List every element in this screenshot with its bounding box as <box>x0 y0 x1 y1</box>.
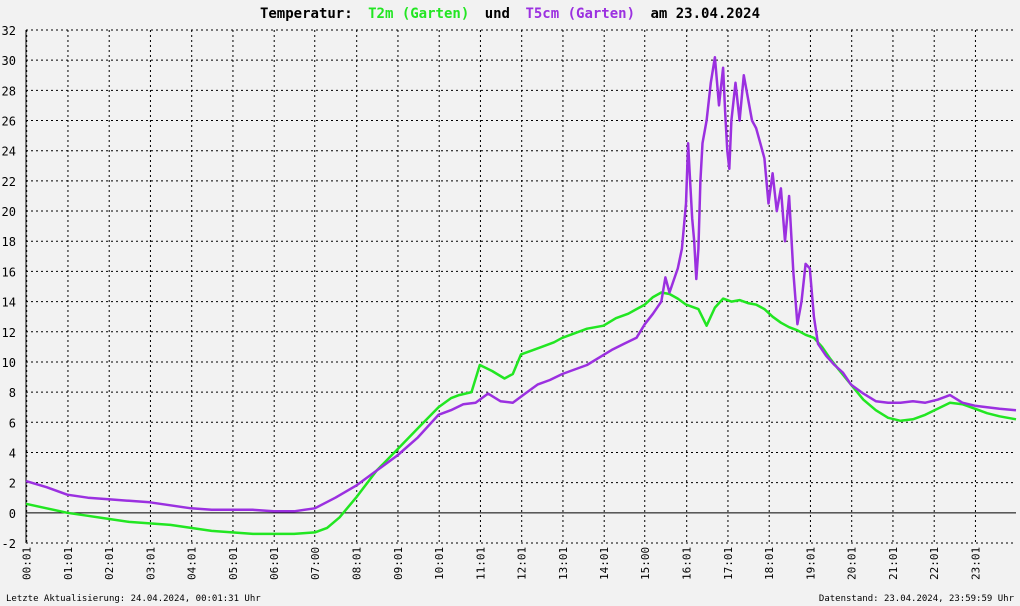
x-tick-label: 14:01 <box>598 547 611 580</box>
x-tick-label: 08:01 <box>351 547 364 580</box>
x-tick-label: 10:01 <box>433 547 446 580</box>
title-series-t2m: T2m (Garten) <box>368 6 469 22</box>
x-tick-label: 13:01 <box>557 547 570 580</box>
y-tick-label: 28 <box>2 84 16 98</box>
x-tick-label: 05:01 <box>227 547 240 580</box>
series-layer <box>25 55 1017 536</box>
y-tick-label: 4 <box>9 446 16 460</box>
x-tick-label: 11:01 <box>474 547 487 580</box>
x-tick-label: 07:00 <box>309 547 322 580</box>
y-tick-label: 30 <box>2 54 16 68</box>
y-tick-label: 10 <box>2 356 16 370</box>
x-tick-label: 19:01 <box>804 547 817 580</box>
x-tick-label: 00:01 <box>21 547 34 580</box>
x-tick-label: 21:01 <box>887 547 900 580</box>
x-tick-label: 16:01 <box>681 547 694 580</box>
y-tick-label: 6 <box>9 416 16 430</box>
y-tick-label: 26 <box>2 115 16 129</box>
x-tick-label: 17:01 <box>722 547 735 580</box>
x-tick-label: 20:01 <box>846 547 859 580</box>
y-tick-label: 24 <box>2 145 16 159</box>
x-tick-label: 22:01 <box>928 547 941 580</box>
footer-data-status: Datenstand: 23.04.2024, 23:59:59 Uhr <box>819 594 1015 604</box>
title-joiner: und <box>485 6 510 22</box>
x-tick-label: 03:01 <box>144 547 157 580</box>
y-tick-label: 0 <box>9 507 16 521</box>
x-tick-label: 09:01 <box>392 547 405 580</box>
y-tick-label: 20 <box>2 205 16 219</box>
y-tick-label: -2 <box>2 537 16 551</box>
grid-layer <box>26 29 1016 544</box>
y-tick-label: 8 <box>9 386 16 400</box>
y-tick-label: 2 <box>9 477 16 491</box>
series-line-t5cm <box>25 55 1017 513</box>
x-tick-label: 18:01 <box>763 547 776 580</box>
x-tick-label: 12:01 <box>516 547 529 580</box>
x-tick-label: 06:01 <box>268 547 281 580</box>
y-tick-label: 12 <box>2 326 16 340</box>
x-tick-label: 04:01 <box>186 547 199 580</box>
y-tick-label: 22 <box>2 175 16 189</box>
footer-last-update: Letzte Aktualisierung: 24.04.2024, 00:01… <box>6 594 261 604</box>
y-tick-label: 18 <box>2 235 16 249</box>
y-tick-label: 16 <box>2 265 16 279</box>
title-series-t5cm: T5cm (Garten) <box>525 6 635 22</box>
title-suffix: am 23.04.2024 <box>650 6 760 22</box>
axis-layer <box>25 30 1016 543</box>
title-prefix: Temperatur: <box>260 6 353 22</box>
chart-title: Temperatur: T2m (Garten) und T5cm (Garte… <box>260 6 760 22</box>
y-tick-label: 14 <box>2 296 16 310</box>
x-tick-label: 15:00 <box>639 547 652 580</box>
x-tick-label: 23:01 <box>969 547 982 580</box>
x-tick-label: 01:01 <box>62 547 75 580</box>
y-tick-label: 32 <box>2 24 16 38</box>
x-tick-label: 02:01 <box>103 547 116 580</box>
